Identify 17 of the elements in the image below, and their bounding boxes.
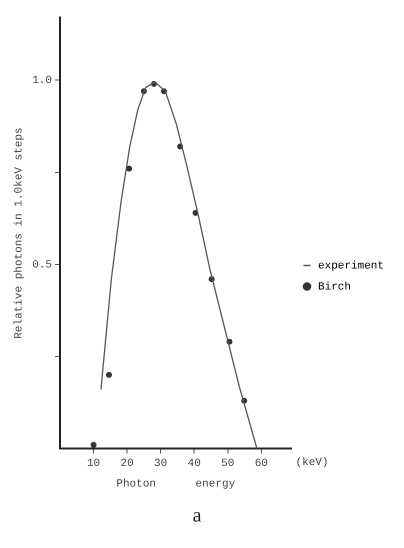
- x-tick-label: 30: [154, 458, 168, 470]
- point: [106, 372, 112, 378]
- text: a: [192, 504, 202, 526]
- text: (keV): [296, 457, 329, 470]
- y-tick-label: 0.5: [32, 259, 52, 272]
- x-axis-title: Photon energy: [116, 478, 236, 490]
- x-tick-label: 10: [86, 458, 100, 470]
- x-tick-label: 50: [221, 458, 234, 470]
- point: [126, 166, 132, 172]
- legend-label: Birch: [318, 281, 352, 294]
- x-tick-label: 20: [120, 458, 134, 470]
- y-axis-title: Relative photons in 1.0keV steps: [14, 127, 26, 339]
- legend-label: experiment: [318, 260, 384, 272]
- y-tick-label: 1.0: [32, 75, 52, 88]
- x-tick-label: 40: [188, 458, 201, 470]
- point: [90, 442, 97, 448]
- x-tick-label: 60: [254, 458, 268, 470]
